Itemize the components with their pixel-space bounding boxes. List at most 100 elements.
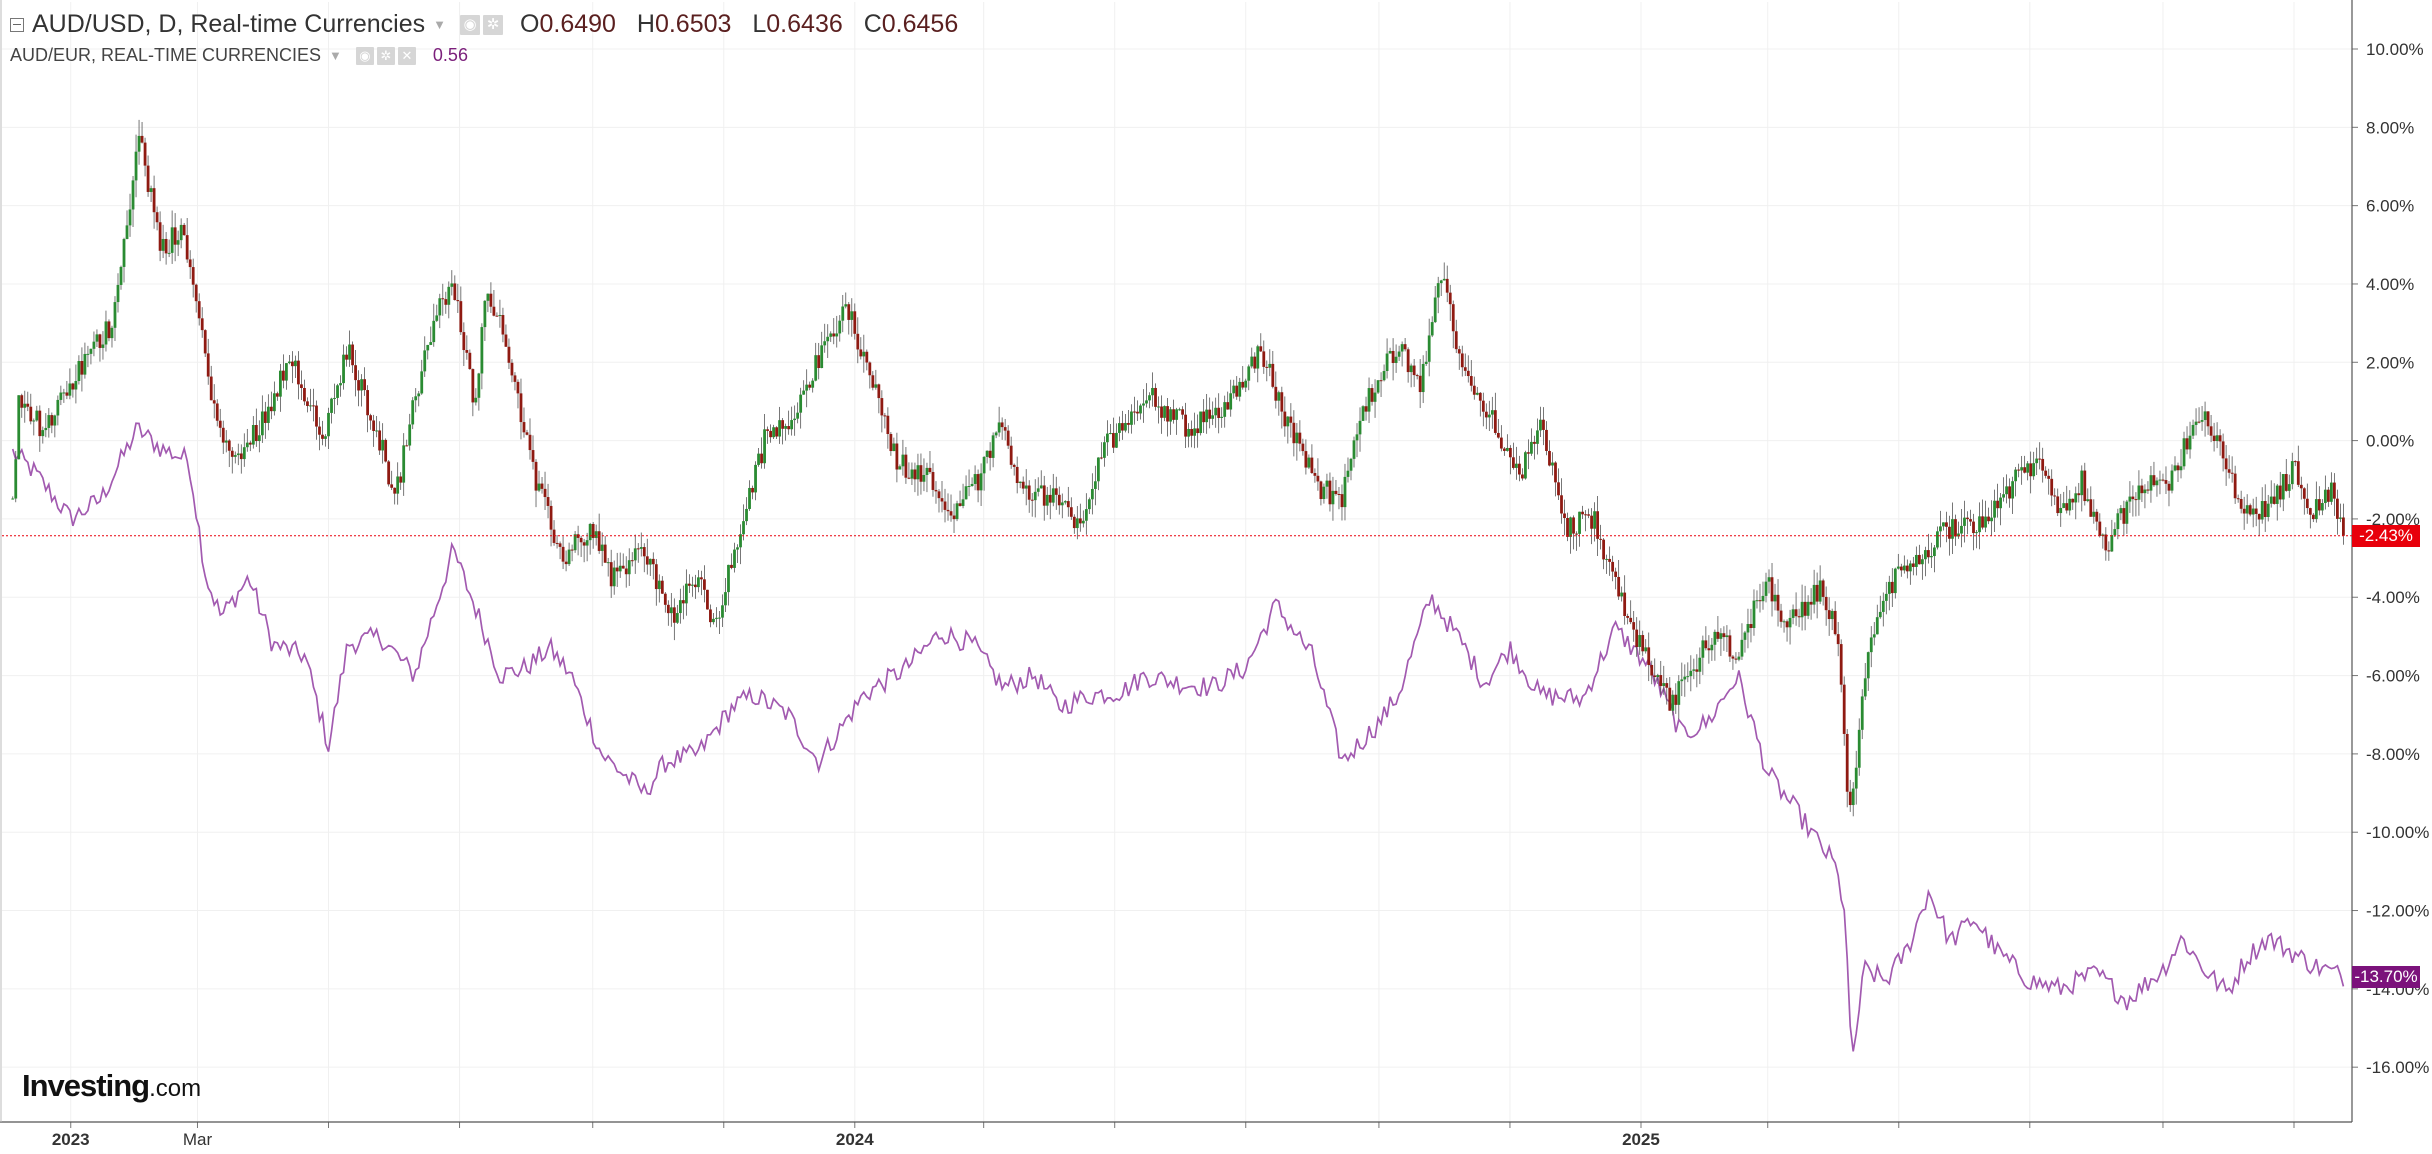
candle-body [1533, 441, 1536, 444]
candle-body [525, 432, 529, 435]
candle-body [1548, 450, 1551, 466]
candle-body [537, 483, 541, 491]
candle-body [1421, 363, 1425, 393]
candle-body [967, 486, 971, 488]
candle-body [1926, 550, 1930, 558]
candle-body [2041, 458, 2045, 471]
candle-body [796, 412, 800, 419]
candle-body [1632, 622, 1636, 630]
candle-body [1496, 432, 1500, 438]
candle-body [2290, 461, 2294, 485]
candle-body [345, 354, 348, 360]
candle-body [1202, 411, 1206, 423]
compare-symbol-label[interactable]: AUD/EUR, REAL-TIME CURRENCIES [10, 45, 322, 65]
candle-body [1060, 502, 1064, 506]
candle-body [53, 415, 57, 426]
candle-body [2194, 421, 2198, 425]
candle-body [1563, 513, 1566, 518]
candle-body [2176, 465, 2180, 471]
candle-body [2143, 489, 2147, 494]
candle-body [288, 361, 291, 364]
candle-body [1072, 516, 1076, 529]
candle-body [459, 301, 463, 333]
caret-down-icon[interactable]: ▼ [329, 48, 342, 63]
candle-body [294, 360, 297, 367]
y-tick-label: -6.00% [2366, 667, 2420, 686]
candle-body [2272, 496, 2276, 504]
candle-body [1584, 514, 1587, 516]
candle-body [498, 315, 502, 317]
candle-body [1181, 409, 1184, 415]
candle-body [2068, 498, 2072, 511]
candle-body [934, 489, 938, 492]
eye-icon[interactable]: ◉ [460, 14, 481, 35]
candle-body [38, 410, 42, 437]
candle-body [910, 469, 914, 479]
candle-body [808, 384, 812, 388]
candle-body [272, 393, 276, 412]
candle-body [1629, 617, 1633, 623]
close-icon[interactable]: ✕ [397, 46, 416, 65]
open-letter: O [520, 10, 540, 38]
candle-body [1208, 409, 1212, 419]
candle-body [1130, 411, 1133, 425]
candle-body [336, 385, 339, 398]
gear-icon[interactable]: ✲ [376, 46, 395, 65]
candle-body [2342, 517, 2345, 536]
candle-body [1936, 531, 1939, 548]
candle-body [474, 397, 478, 403]
eye-icon[interactable]: ◉ [355, 46, 374, 65]
candle-body [552, 529, 556, 543]
candle-body [823, 341, 827, 346]
candle-body [1355, 434, 1359, 441]
candle-body [733, 549, 736, 568]
candle-body [2056, 496, 2060, 514]
candle-body [1731, 656, 1735, 659]
candle-body [781, 420, 785, 429]
candle-body [1457, 349, 1461, 354]
candle-body [1322, 486, 1326, 500]
candle-body [32, 420, 36, 422]
caret-down-icon[interactable]: ▼ [433, 17, 447, 32]
candle-body [1869, 637, 1873, 653]
candle-body [1081, 520, 1085, 524]
candle-body [1752, 600, 1756, 629]
candle-body [1018, 481, 1022, 484]
candle-body [1782, 621, 1786, 623]
candle-body [1003, 427, 1007, 431]
candle-body [1193, 428, 1197, 436]
candle-body [2215, 435, 2219, 442]
candle-body [1785, 621, 1789, 628]
candle-body [134, 151, 138, 181]
candle-body [363, 379, 366, 391]
candle-body [1863, 678, 1867, 697]
candle-body [865, 351, 869, 363]
candle-body [2122, 508, 2126, 524]
candle-body [2164, 480, 2168, 484]
candle-body [1403, 344, 1407, 350]
candle-body [1142, 403, 1145, 406]
candle-body [2293, 461, 2297, 463]
candle-body [1295, 432, 1299, 444]
candle-body [1842, 684, 1846, 734]
candle-body [1463, 367, 1467, 371]
candle-body [1830, 610, 1834, 620]
main-symbol-label[interactable]: AUD/USD, D, Real-time Currencies [32, 10, 426, 38]
candle-body [549, 505, 553, 530]
candle-body [841, 306, 845, 321]
minus-square-icon[interactable] [10, 17, 24, 32]
compare-series-legend: AUD/EUR, REAL-TIME CURRENCIES ▼ ◉ ✲ ✕ 0.… [10, 45, 468, 66]
candle-body [1087, 499, 1091, 510]
candle-body [396, 476, 400, 494]
candle-body [1214, 407, 1218, 416]
candle-body [1917, 554, 1921, 565]
candle-body [1265, 366, 1269, 368]
candle-body [504, 334, 508, 347]
candle-body [285, 363, 288, 381]
candle-body [1969, 519, 1972, 522]
candle-body [2209, 426, 2213, 436]
candle-body [411, 400, 415, 425]
gear-icon[interactable]: ✲ [483, 14, 504, 35]
